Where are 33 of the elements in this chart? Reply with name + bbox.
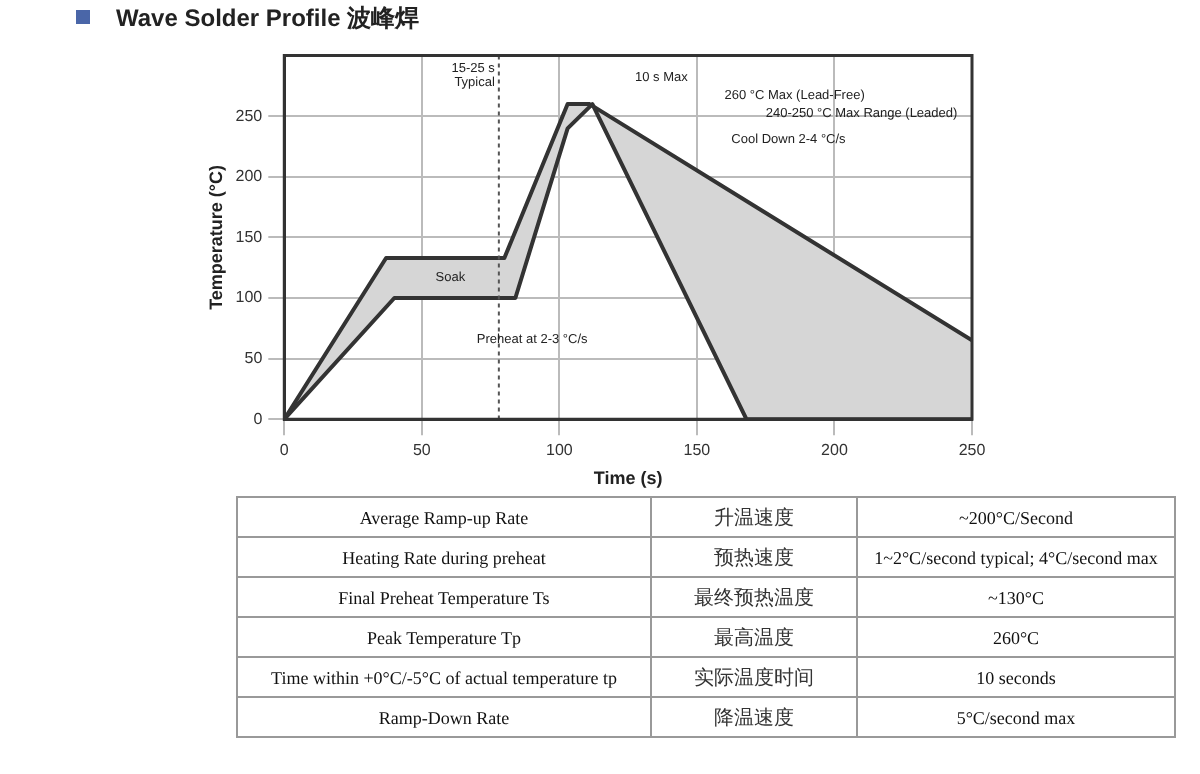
chart-title: Wave Solder Profile 波峰焊 [116, 2, 420, 36]
x-tick-label: 100 [546, 441, 574, 460]
text: 260°C [857, 617, 1175, 657]
text: 1~2°C/second typical; 4°C/second max [857, 537, 1175, 577]
y-axis-title: Temperature (°C) [205, 164, 226, 310]
text: Final Preheat Temperature Ts [237, 577, 651, 617]
text: 预热速度 [651, 537, 857, 577]
y-tick-label: 200 [235, 167, 264, 186]
y-tick-label: 100 [235, 288, 264, 307]
text: ~200°C/Second [857, 497, 1175, 537]
text: 最终预热温度 [651, 577, 857, 617]
text: 10 seconds [857, 657, 1175, 697]
x-tick-label: 50 [412, 441, 432, 460]
x-tick-label: 0 [279, 441, 290, 460]
text: 降温速度 [651, 697, 857, 737]
y-tick-label: 150 [235, 227, 264, 246]
text: 实际温度时间 [651, 657, 857, 697]
y-tick-label: 0 [253, 409, 264, 428]
x-tick-label: 200 [821, 441, 849, 460]
text: ~130°C [857, 577, 1175, 617]
text: Average Ramp-up Rate [237, 497, 651, 537]
x-tick-label: 150 [683, 441, 712, 460]
text: Heating Rate during preheat [237, 537, 651, 577]
text: 最高温度 [651, 617, 857, 657]
text: Time within +0°C/-5°C of actual temperature tp [237, 657, 651, 697]
text: 升温速度 [651, 497, 857, 537]
y-tick-label: 50 [244, 349, 264, 368]
x-tick-label: 250 [958, 441, 987, 460]
x-axis-title: Time (s) [593, 468, 663, 489]
text: Ramp-Down Rate [237, 697, 651, 737]
text: 5°C/second max [857, 697, 1175, 737]
text: Peak Temperature Tp [237, 617, 651, 657]
y-tick-label: 250 [235, 106, 264, 125]
